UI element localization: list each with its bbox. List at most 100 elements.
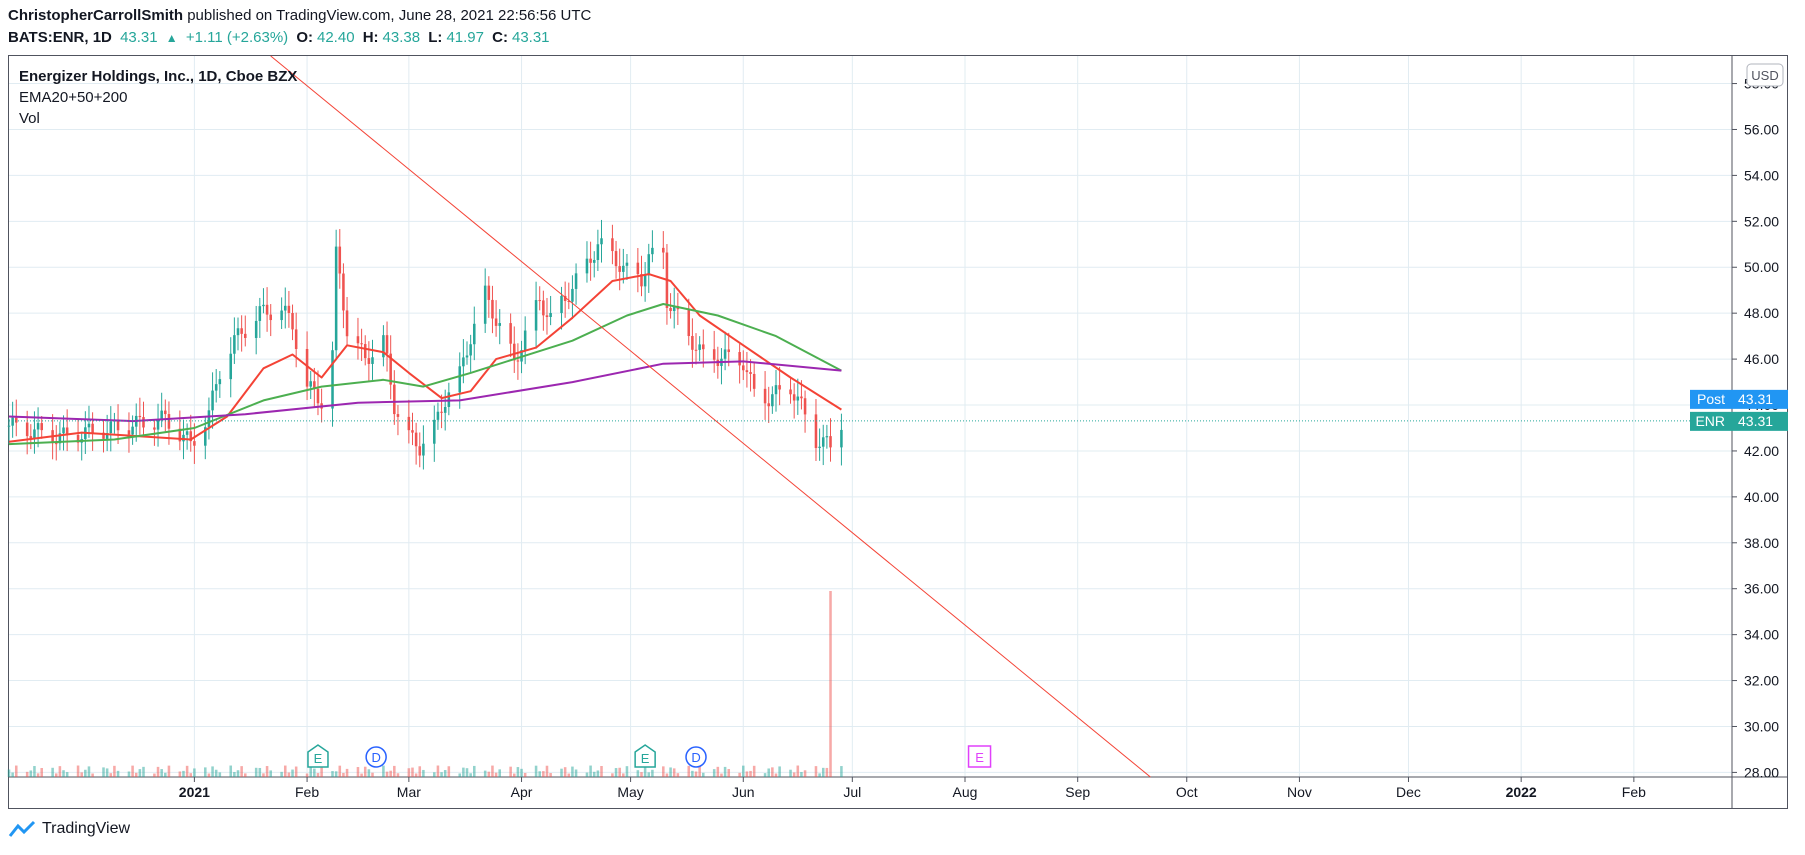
candle-body[interactable] — [669, 307, 672, 312]
candle-body[interactable] — [214, 384, 218, 391]
candle-body[interactable] — [483, 285, 487, 324]
candle-body[interactable] — [14, 417, 18, 423]
candle-body[interactable] — [545, 315, 549, 318]
candle-body[interactable] — [712, 349, 716, 360]
candle-body[interactable] — [167, 414, 171, 429]
candle-body[interactable] — [585, 258, 589, 274]
candle-body[interactable] — [749, 372, 752, 374]
candle-body[interactable] — [102, 432, 105, 439]
candle-body[interactable] — [269, 314, 272, 321]
candle-body[interactable] — [723, 349, 727, 359]
candle-body[interactable] — [491, 299, 494, 319]
candle-body[interactable] — [589, 258, 592, 263]
candle-body[interactable] — [702, 344, 705, 350]
candle-body[interactable] — [87, 423, 91, 428]
candle-body[interactable] — [727, 349, 731, 353]
candle-body[interactable] — [473, 323, 476, 345]
candle-body[interactable] — [233, 335, 236, 354]
candle-body[interactable] — [218, 379, 222, 385]
candle-body[interactable] — [316, 388, 320, 404]
candle-body[interactable] — [204, 427, 207, 446]
candle-body[interactable] — [600, 238, 603, 245]
candle-body[interactable] — [360, 343, 363, 345]
candle-body[interactable] — [262, 304, 265, 307]
candle-body[interactable] — [487, 285, 491, 300]
candle-body[interactable] — [65, 427, 69, 435]
candle-body[interactable] — [774, 385, 778, 395]
candle-body[interactable] — [363, 344, 367, 359]
candle-body[interactable] — [131, 426, 134, 435]
candle-body[interactable] — [36, 423, 40, 430]
candle-body[interactable] — [462, 357, 465, 367]
candle-body[interactable] — [672, 306, 676, 312]
dividend-marker-icon[interactable] — [685, 746, 707, 768]
candle-body[interactable] — [160, 410, 163, 421]
candle-body[interactable] — [338, 246, 342, 274]
candle-body[interactable] — [236, 328, 240, 336]
candle-body[interactable] — [414, 432, 418, 447]
candle-body[interactable] — [789, 389, 792, 395]
candle-body[interactable] — [440, 411, 443, 413]
candle-body[interactable] — [229, 353, 233, 380]
candle-body[interactable] — [640, 274, 643, 287]
candle-body[interactable] — [109, 421, 113, 434]
legend-title[interactable]: Energizer Holdings, Inc., 1D, Cboe BZX — [19, 68, 298, 85]
candle-body[interactable] — [345, 310, 349, 337]
candle-body[interactable] — [411, 430, 414, 433]
candle-body[interactable] — [592, 260, 596, 263]
candle-body[interactable] — [662, 247, 665, 253]
candle-body[interactable] — [567, 300, 571, 302]
candle-body[interactable] — [393, 384, 396, 415]
candle-body[interactable] — [280, 310, 283, 321]
candle-body[interactable] — [494, 318, 498, 326]
candle-body[interactable] — [818, 446, 821, 449]
candle-body[interactable] — [694, 349, 698, 351]
candle-body[interactable] — [625, 262, 629, 266]
candle-body[interactable] — [534, 300, 538, 331]
candle-body[interactable] — [767, 403, 770, 407]
candle-body[interactable] — [571, 288, 574, 302]
candle-body[interactable] — [436, 411, 440, 420]
trendline[interactable] — [270, 55, 1151, 778]
candle-body[interactable] — [618, 266, 621, 272]
candle-body[interactable] — [58, 433, 62, 444]
candle-body[interactable] — [164, 410, 167, 415]
candle-body[interactable] — [283, 305, 287, 311]
candle-body[interactable] — [127, 430, 131, 435]
footer-brand[interactable]: TradingView — [8, 820, 130, 838]
candle-body[interactable] — [422, 443, 425, 456]
ema-line-ema50[interactable] — [8, 303, 842, 446]
candle-body[interactable] — [469, 344, 472, 356]
currency-badge[interactable] — [1746, 63, 1784, 87]
candle-body[interactable] — [796, 396, 800, 401]
candle-body[interactable] — [636, 262, 640, 275]
candle-body[interactable] — [371, 357, 374, 364]
legend-indicator[interactable]: EMA20+50+200 — [19, 89, 128, 106]
candle-body[interactable] — [611, 238, 614, 252]
candle-body[interactable] — [116, 420, 120, 431]
candle-body[interactable] — [516, 360, 520, 362]
candle-body[interactable] — [691, 336, 694, 350]
candle-body[interactable] — [207, 410, 211, 428]
candle-body[interactable] — [33, 429, 36, 439]
candle-body[interactable] — [7, 425, 11, 427]
author-name[interactable]: ChristopherCarrollSmith — [8, 7, 184, 24]
candle-body[interactable] — [825, 436, 829, 438]
candle-body[interactable] — [40, 423, 43, 431]
candle-body[interactable] — [542, 300, 545, 316]
candle-body[interactable] — [538, 300, 541, 302]
candle-body[interactable] — [549, 313, 552, 318]
candle-body[interactable] — [698, 344, 701, 350]
candle-body[interactable] — [596, 244, 600, 261]
candle-body[interactable] — [829, 436, 832, 448]
candle-body[interactable] — [313, 381, 316, 389]
candle-body[interactable] — [458, 366, 462, 393]
candle-body[interactable] — [814, 414, 818, 449]
candle-body[interactable] — [91, 423, 94, 433]
candle-body[interactable] — [240, 328, 243, 334]
earnings-marker-icon[interactable] — [307, 744, 329, 768]
candle-body[interactable] — [305, 348, 309, 387]
ema-line-ema20[interactable] — [8, 273, 842, 443]
candle-body[interactable] — [385, 335, 389, 354]
